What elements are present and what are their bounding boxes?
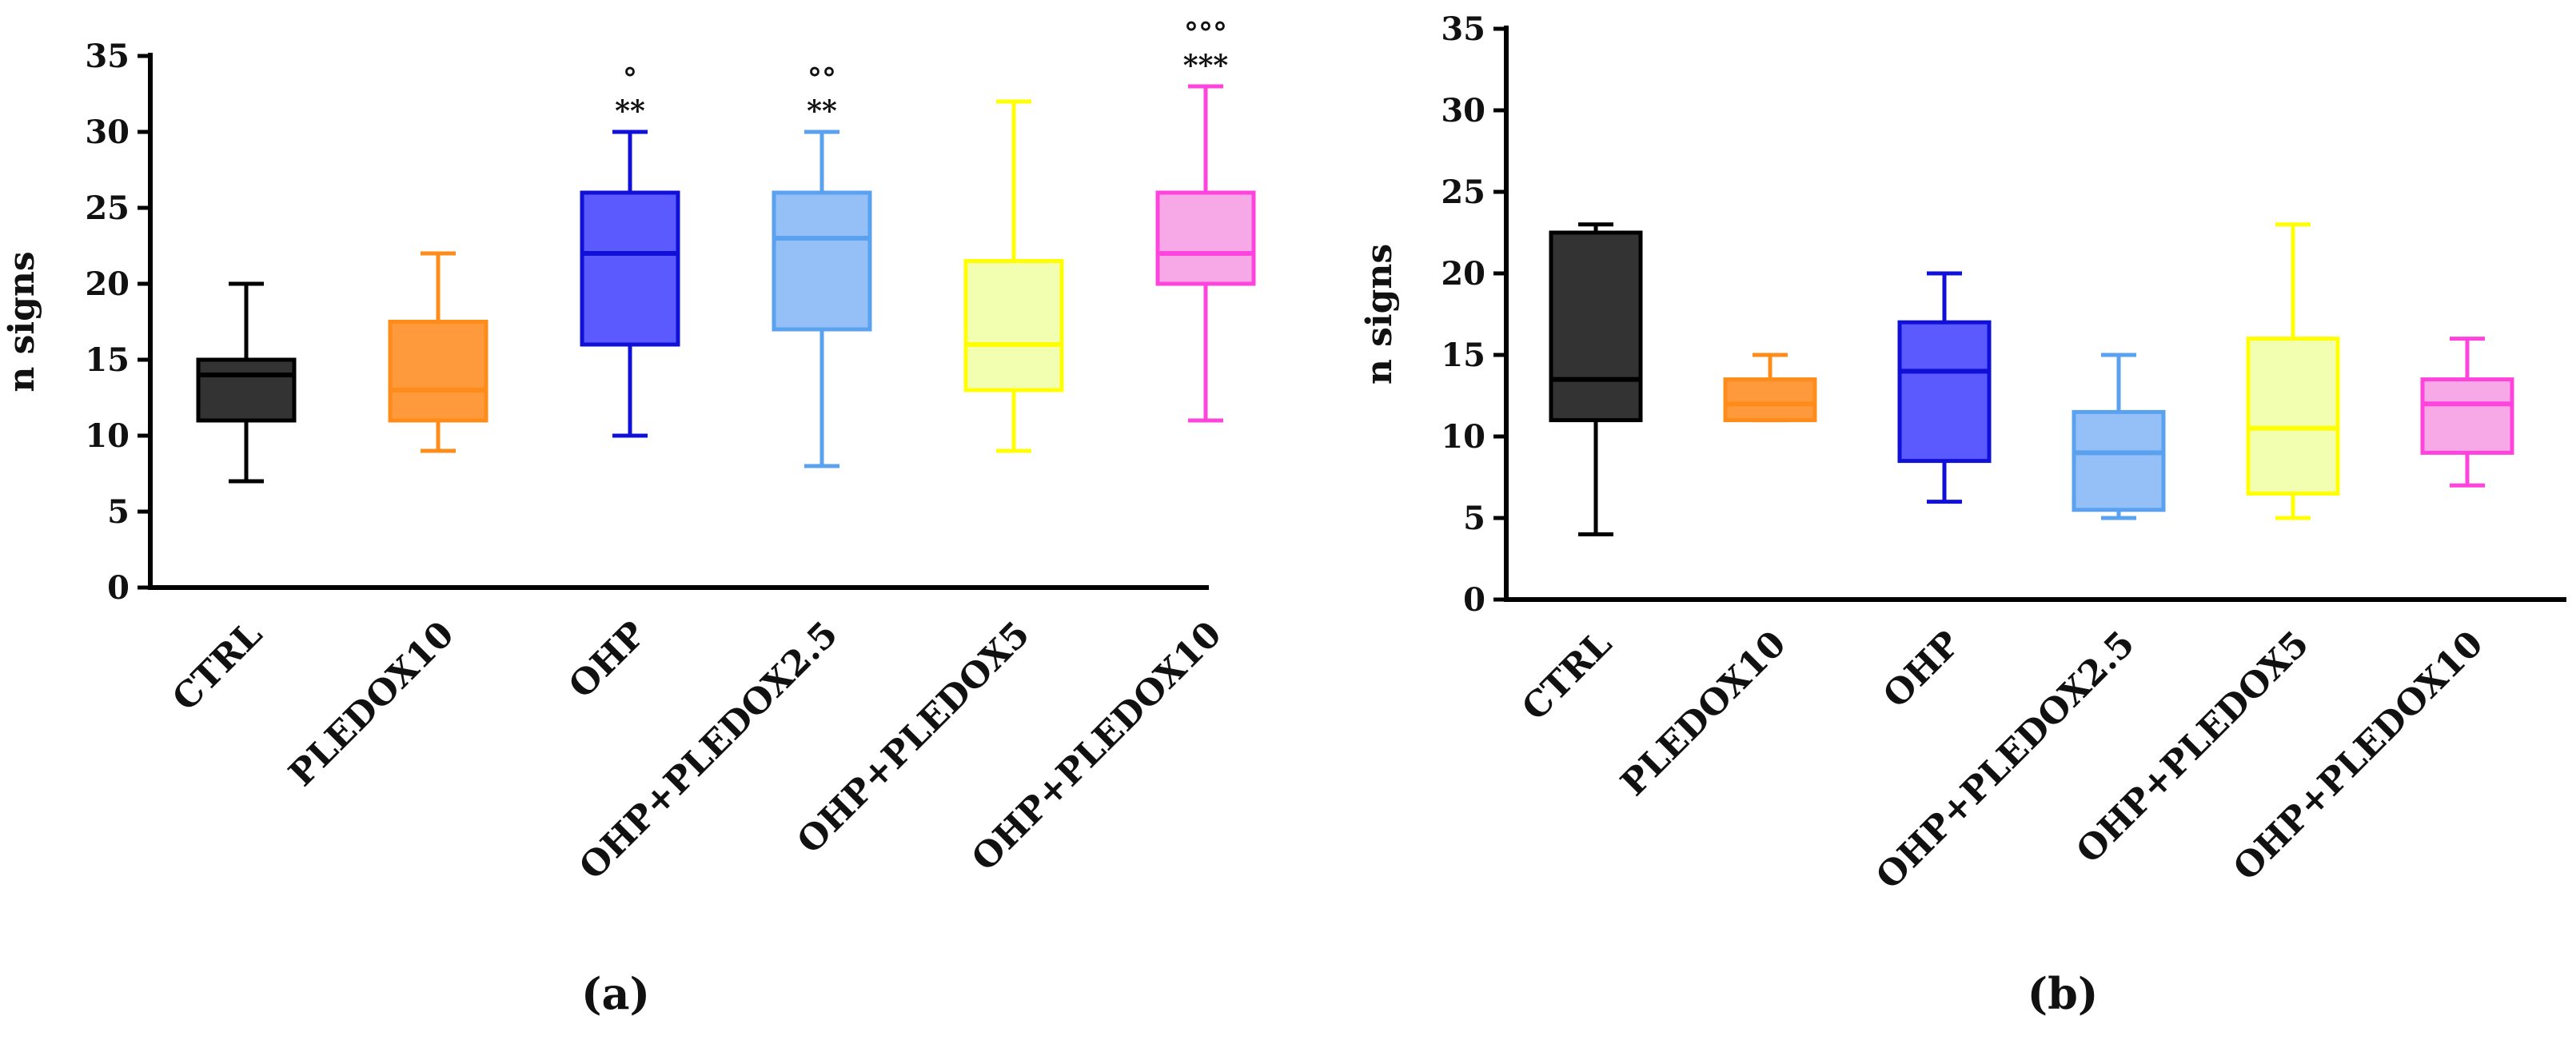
iqr-box [772, 190, 872, 332]
y-tick-label: 30 [1441, 92, 1485, 130]
y-axis-label: n signs [1359, 244, 1400, 385]
box-4 [2072, 353, 2166, 520]
category-label: PLEDOX10 [281, 614, 462, 795]
box-3 [1897, 271, 1992, 504]
y-tick-label: 25 [1441, 173, 1485, 211]
box-6 [2420, 337, 2514, 488]
category-label: OHP [561, 614, 654, 707]
y-axis-label: n signs [2, 251, 42, 392]
iqr-box [963, 259, 1064, 393]
significance-circles: ° [623, 62, 637, 96]
y-tick-label: 0 [107, 569, 130, 607]
iqr-box [580, 190, 680, 347]
y-tick-label: 5 [1463, 500, 1485, 537]
significance-stars: ** [807, 94, 837, 128]
y-tick-label: 35 [1441, 10, 1485, 48]
significance-circles: °°° [1184, 17, 1227, 50]
iqr-box [1155, 190, 1256, 286]
y-tick-label: 10 [1441, 418, 1485, 456]
y-tick-label: 10 [85, 417, 130, 455]
iqr-box [2420, 377, 2514, 455]
y-tick-label: 15 [85, 341, 130, 379]
y-tick-label: 25 [85, 189, 130, 227]
box-2 [1723, 353, 1817, 423]
box-1 [196, 281, 297, 484]
iqr-box [2072, 409, 2166, 512]
category-label: CTRL [165, 614, 270, 719]
y-tick-label: 20 [1441, 255, 1485, 293]
category-label: PLEDOX10 [1613, 624, 1794, 804]
y-tick-label: 35 [85, 38, 130, 75]
significance-stars: ** [615, 94, 645, 128]
y-tick-label: 30 [85, 114, 130, 151]
y-tick-label: 20 [85, 265, 130, 303]
iqr-box [388, 320, 488, 423]
box-5 [963, 99, 1064, 453]
panel-label: (b) [2028, 968, 2099, 1019]
iqr-box [1897, 320, 1992, 464]
iqr-box [2246, 337, 2340, 496]
significance-circles: °° [807, 62, 836, 96]
y-tick-label: 15 [1441, 337, 1485, 374]
y-tick-label: 0 [1463, 581, 1485, 619]
box-5 [2246, 222, 2340, 520]
iqr-box [1549, 230, 1643, 423]
y-tick-label: 5 [107, 493, 130, 531]
panel-label: (a) [581, 968, 650, 1019]
box-1 [1549, 222, 1643, 536]
box-6 [1155, 84, 1256, 423]
category-label: OHP [1876, 624, 1968, 716]
iqr-box [196, 357, 297, 423]
iqr-box [1723, 377, 1817, 423]
box-3 [580, 130, 680, 438]
box-2 [388, 251, 488, 453]
box-4 [772, 130, 872, 468]
significance-stars: *** [1183, 49, 1229, 82]
category-label: CTRL [1514, 624, 1620, 729]
